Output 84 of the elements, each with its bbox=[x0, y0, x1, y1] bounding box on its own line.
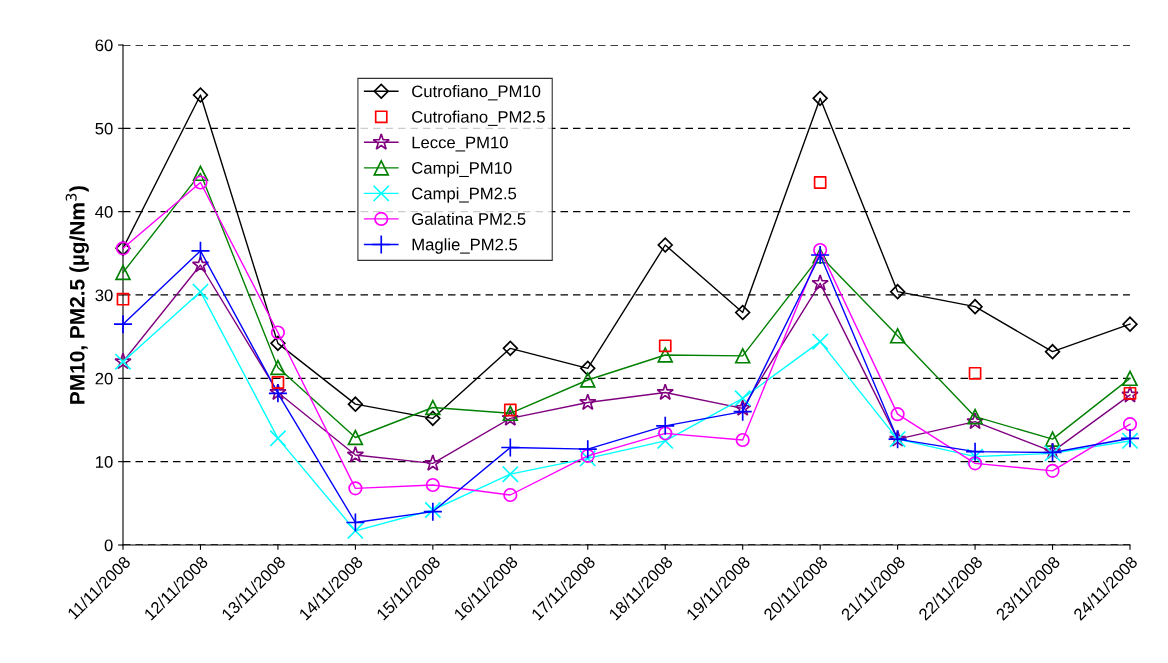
point bbox=[811, 333, 829, 351]
point bbox=[734, 348, 751, 364]
legend-label: Maglie_PM2.5 bbox=[412, 238, 518, 254]
point bbox=[813, 242, 828, 258]
point bbox=[968, 366, 982, 380]
point bbox=[1122, 417, 1138, 432]
point bbox=[658, 426, 673, 441]
point bbox=[580, 360, 596, 377]
point bbox=[424, 454, 442, 471]
point bbox=[270, 335, 286, 352]
point bbox=[967, 456, 983, 471]
point bbox=[658, 339, 672, 353]
point bbox=[967, 298, 983, 315]
point bbox=[500, 437, 521, 458]
point bbox=[811, 274, 829, 291]
point bbox=[190, 240, 211, 261]
point bbox=[656, 383, 674, 401]
point bbox=[346, 445, 365, 463]
point bbox=[967, 408, 983, 425]
point bbox=[734, 304, 751, 321]
y-tick-label: 40 bbox=[95, 206, 113, 218]
y-axis-title: PM10, PM2.5 (µg/Nm$^{3}$) bbox=[65, 186, 89, 404]
legend-label: Campi_PM10 bbox=[412, 161, 512, 178]
point bbox=[348, 481, 363, 496]
point bbox=[193, 175, 208, 190]
point bbox=[113, 314, 133, 335]
legend-label: Galatina PM2.5 bbox=[412, 212, 526, 225]
point bbox=[192, 165, 209, 182]
point bbox=[1045, 463, 1060, 478]
point bbox=[191, 255, 210, 273]
point bbox=[579, 372, 596, 388]
point bbox=[733, 399, 752, 416]
point bbox=[271, 376, 285, 389]
point bbox=[1122, 316, 1138, 332]
y-tick-label: 20 bbox=[95, 372, 113, 385]
point bbox=[577, 439, 598, 460]
point bbox=[1044, 343, 1061, 360]
point bbox=[502, 340, 519, 357]
point bbox=[655, 415, 676, 436]
point bbox=[1122, 370, 1138, 387]
point bbox=[115, 264, 131, 281]
y-tick-label: 60 bbox=[95, 39, 113, 52]
point bbox=[501, 409, 520, 426]
point bbox=[425, 477, 440, 493]
point bbox=[347, 429, 364, 446]
point bbox=[734, 389, 752, 407]
point bbox=[580, 448, 595, 463]
legend-label: Cutrofiano_PM10 bbox=[412, 85, 541, 101]
point bbox=[579, 393, 597, 411]
point bbox=[269, 429, 287, 447]
point bbox=[425, 399, 441, 416]
point bbox=[192, 87, 209, 103]
legend-label: Cutrofiano_PM2.5 bbox=[412, 110, 545, 126]
y-tick-label: 50 bbox=[95, 122, 113, 135]
point bbox=[966, 448, 984, 466]
point bbox=[890, 407, 905, 422]
y-tick-label: 0 bbox=[104, 539, 113, 552]
point bbox=[732, 401, 753, 422]
point bbox=[735, 432, 750, 448]
y-tick-label: 10 bbox=[96, 456, 113, 468]
point bbox=[503, 487, 518, 503]
point bbox=[812, 90, 828, 107]
point bbox=[347, 396, 364, 412]
point bbox=[657, 347, 674, 363]
point bbox=[116, 292, 130, 306]
point bbox=[965, 441, 985, 462]
point bbox=[270, 359, 286, 376]
point bbox=[502, 405, 519, 422]
point bbox=[425, 410, 441, 427]
point bbox=[966, 412, 984, 430]
point bbox=[889, 328, 906, 344]
y-tick-label: 30 bbox=[95, 289, 113, 302]
point bbox=[1044, 431, 1061, 447]
point bbox=[813, 176, 827, 189]
legend-label: Lecce_PM10 bbox=[412, 136, 508, 152]
point bbox=[889, 283, 906, 300]
point bbox=[657, 237, 673, 253]
point bbox=[503, 403, 517, 417]
point bbox=[346, 522, 364, 540]
point bbox=[501, 465, 519, 483]
point bbox=[345, 512, 366, 533]
point bbox=[191, 283, 209, 301]
legend-label: Campi_PM2.5 bbox=[412, 187, 517, 203]
point bbox=[270, 325, 286, 340]
